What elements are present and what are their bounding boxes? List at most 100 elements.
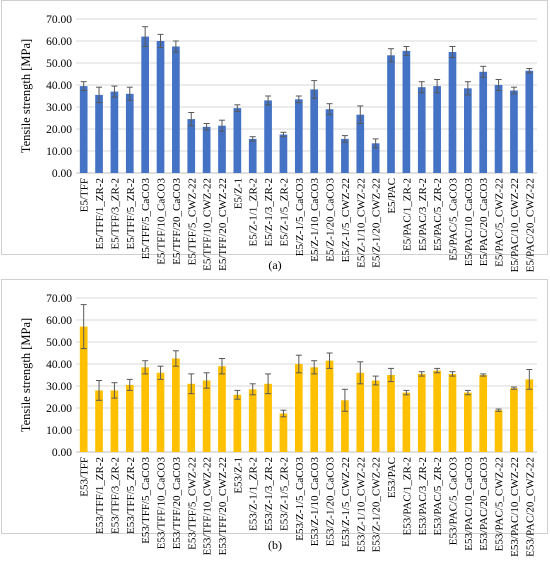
chart-b-ytick-label: 10.00 xyxy=(46,425,72,437)
chart-b-bar xyxy=(341,400,349,452)
chart-b-ytick-label: 20.00 xyxy=(46,403,72,415)
chart-b-bar xyxy=(479,375,488,452)
chart-b-plot: 0.00 10.00 20.00 30.00 40.00 50.00 60.00 70.00 T… xyxy=(19,293,537,557)
chart-b-ylabel: Tensile strength [MPa] xyxy=(19,318,33,432)
chart-a-bar xyxy=(402,50,411,173)
chart-a-bar xyxy=(125,93,134,173)
chart-b-ytick-label: 60.00 xyxy=(46,315,72,327)
chart-b-bar xyxy=(417,373,426,452)
chart-b-xtick-label: E53/Z-1/10_CWZ-22 xyxy=(355,457,367,552)
chart-b-ytick-label: 0.00 xyxy=(52,447,72,459)
chart-a-xtick-label: E5/TFF/5_CWZ-22 xyxy=(186,178,198,265)
chart-b-bar xyxy=(125,384,134,452)
chart-b-xtick-label: E53/Z-1/10_CaCO3 xyxy=(309,457,321,547)
chart-a-xtick-label: E5/PAC/3_ZR-2 xyxy=(417,178,429,251)
chart-a-bar xyxy=(341,138,349,173)
chart-b-xtick-label: E53/TFF xyxy=(79,457,91,497)
chart-b-bar xyxy=(356,372,365,452)
chart-a-bar xyxy=(294,99,303,173)
chart-a-ytick-label: 30.00 xyxy=(46,102,72,114)
chart-a-bar xyxy=(279,134,288,173)
chart-b-bar xyxy=(172,358,180,452)
chart-a-ytick-label: 10.00 xyxy=(46,146,72,158)
chart-a-bar xyxy=(110,91,119,173)
chart-b-xtick-label: E53/TFF/10_CWZ-22 xyxy=(202,457,214,555)
chart-b-bar xyxy=(279,413,288,452)
chart-b-bar xyxy=(525,379,534,452)
chart-b-bar xyxy=(141,367,149,452)
chart-a-xtick-label: E5/PAC/5_CaCO3 xyxy=(447,178,459,261)
chart-b-bar xyxy=(264,383,272,452)
chart-b-bar xyxy=(202,380,211,452)
chart-a-bar xyxy=(233,108,242,173)
chart-b: 0.00 10.00 20.00 30.00 40.00 50.00 60.00 70.00 T… xyxy=(19,293,537,557)
chart-a-bar xyxy=(479,71,488,173)
chart-b-xtick-label: E53/PAC/5_CWZ-22 xyxy=(494,457,506,551)
chart-a-bar xyxy=(264,100,272,173)
chart-a-xtick-label: E5/Z-1/1_ZR-2 xyxy=(248,178,260,246)
chart-b-xtick-label: E53/PAC xyxy=(386,457,398,498)
chart-a-bar xyxy=(417,87,426,173)
chart-b-xtick-label: E53/TFF/5_CaCO3 xyxy=(140,457,152,544)
chart-b-xtick-label: E53/Z-1/3_ZR-2 xyxy=(263,457,275,531)
chart-b-xtick-label: E53/PAC/10_CWZ-22 xyxy=(509,457,521,557)
chart-b-bar xyxy=(433,370,441,452)
chart-a-ytick-label: 40.00 xyxy=(46,80,72,92)
chart-b-bar xyxy=(294,364,303,452)
chart-a-xtick-label: E5/TFF/3_ZR-2 xyxy=(109,178,121,250)
chart-a-xtick-label: E5/Z-1/10_CaCO3 xyxy=(309,178,321,262)
chart-a-plot: 0.00 10.00 20.00 30.00 40.00 50.00 60.00 70.00 T… xyxy=(19,14,537,272)
chart-b-bar xyxy=(448,373,457,452)
chart-a-bar xyxy=(325,109,334,173)
chart-a-xtick-label: E5/TFF/1_ZR-2 xyxy=(94,178,106,250)
chart-a-ytick-label: 60.00 xyxy=(46,36,72,48)
chart-a-bar xyxy=(525,70,534,173)
chart-a-bar xyxy=(187,119,196,173)
chart-b-xtick-label: E53/PAC/20_CaCO3 xyxy=(478,457,490,551)
chart-a-xtick-label: E5/PAC/20_CWZ-22 xyxy=(524,178,536,272)
chart-a-ytick-label: 20.00 xyxy=(46,124,72,136)
chart-a-bar xyxy=(356,114,365,173)
chart-a-xtick-label: E5/PAC/20_CaCO3 xyxy=(478,178,490,267)
chart-b-xtick-label: E53/TFF/3_ZR-2 xyxy=(109,457,121,534)
chart-b-bar xyxy=(218,366,226,452)
chart-a-xtick-label: E5/Z-1/3_ZR-2 xyxy=(263,178,275,246)
chart-a-bar xyxy=(95,94,103,173)
chart-a-bar xyxy=(464,88,472,173)
chart-a-bar xyxy=(310,89,319,173)
chart-a-xtick-label: E5/PAC/1_ZR-2 xyxy=(401,178,413,251)
chart-a-xtick-label: E5/PAC/5_CWZ-22 xyxy=(494,178,506,267)
chart-b-xtick-label: E53/Z-1/5_CaCO3 xyxy=(294,457,306,541)
chart-b-bar xyxy=(510,388,518,452)
chart-b-xtick-label: E53/TFF/5_ZR-2 xyxy=(125,457,137,534)
chart-a-xtick-label: E5/PAC/10_CWZ-22 xyxy=(509,178,521,272)
chart-b-ytick-label: 30.00 xyxy=(46,381,72,393)
chart-b-xtick-label: E53/Z-1/5_CWZ-22 xyxy=(340,457,352,547)
chart-b-bar xyxy=(248,389,257,452)
chart-b-bar xyxy=(402,392,411,452)
chart-a-xtick-label: E5/TFF/5_ZR-2 xyxy=(125,178,137,250)
chart-a-bar xyxy=(433,86,441,173)
chart-b-bar xyxy=(156,372,165,452)
panel-b-frame xyxy=(1,279,548,534)
chart-a-xtick-label: E5/TFF xyxy=(79,178,91,212)
chart-a-bar xyxy=(141,36,149,173)
chart-a-xtick-label: E5/Z-1/10_CWZ-22 xyxy=(355,178,367,268)
chart-b-bar xyxy=(371,380,380,452)
chart-a-xtick-label: E5/TFF/5_CaCO3 xyxy=(140,178,152,260)
panel-label-b: (b) xyxy=(268,538,282,552)
chart-b-bar xyxy=(310,367,319,452)
chart-a-xtick-label: E5/TFF/10_CaCO3 xyxy=(156,178,168,265)
chart-b-xtick-label: E53/Z-1/5_ZR-2 xyxy=(278,457,290,531)
chart-b-xtick-label: E53/TFF/20_CaCO3 xyxy=(171,457,183,550)
chart-a-bar xyxy=(371,143,380,173)
chart-a-bar xyxy=(79,86,88,173)
chart-b-bar xyxy=(79,326,88,452)
chart-b-xtick-label: E53/Z-1/20_CaCO3 xyxy=(325,457,337,547)
chart-a-xtick-label: E5/Z-1/5_CaCO3 xyxy=(294,178,306,257)
chart-b-xtick-label: E53/PAC/20_CWZ-22 xyxy=(524,457,536,557)
chart-a-ytick-label: 50.00 xyxy=(46,58,72,70)
chart-b-xtick-label: E53/PAC/10_CaCO3 xyxy=(463,457,475,551)
chart-a-xtick-label: E5/PAC/10_CaCO3 xyxy=(463,178,475,267)
chart-b-ytick-label: 70.00 xyxy=(46,293,72,305)
